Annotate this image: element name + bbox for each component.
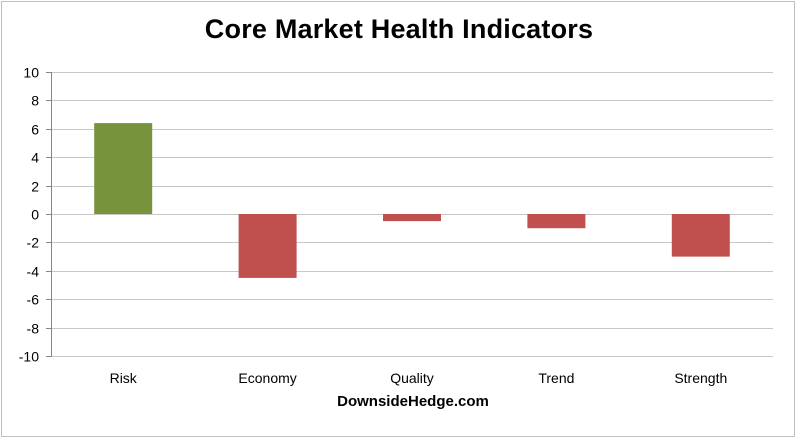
bars	[94, 123, 730, 278]
y-tick-label: -4	[27, 264, 40, 280]
bar-risk	[94, 123, 153, 214]
source-label: DownsideHedge.com	[337, 393, 489, 410]
x-category-label: Strength	[674, 370, 727, 386]
bar-quality	[383, 214, 441, 222]
y-tick-label: 8	[31, 93, 39, 109]
y-tick-label: -10	[19, 349, 39, 365]
y-tick-label: 4	[31, 150, 39, 166]
y-axis-ticks: 10 8 6 4 2 0 -2 -4 -6 -8 -10	[19, 65, 51, 365]
y-tick-label: -8	[27, 321, 40, 337]
y-tick-label: 2	[31, 179, 39, 195]
y-tick-label: -6	[27, 292, 40, 308]
y-tick-label: 0	[31, 207, 39, 223]
y-tick-label: -2	[27, 235, 40, 251]
bar-economy	[238, 214, 297, 278]
y-tick-label: 6	[31, 122, 39, 138]
chart-title: Core Market Health Indicators	[204, 14, 594, 44]
x-category-label: Trend	[538, 370, 574, 386]
x-category-label: Economy	[238, 370, 296, 386]
x-axis-categories: Risk Economy Quality Trend Strength	[110, 370, 728, 386]
bar-trend	[527, 214, 586, 229]
y-tick-label: 10	[23, 65, 39, 81]
x-category-label: Quality	[390, 370, 434, 386]
x-category-label: Risk	[110, 370, 138, 386]
bar-strength	[671, 214, 730, 257]
